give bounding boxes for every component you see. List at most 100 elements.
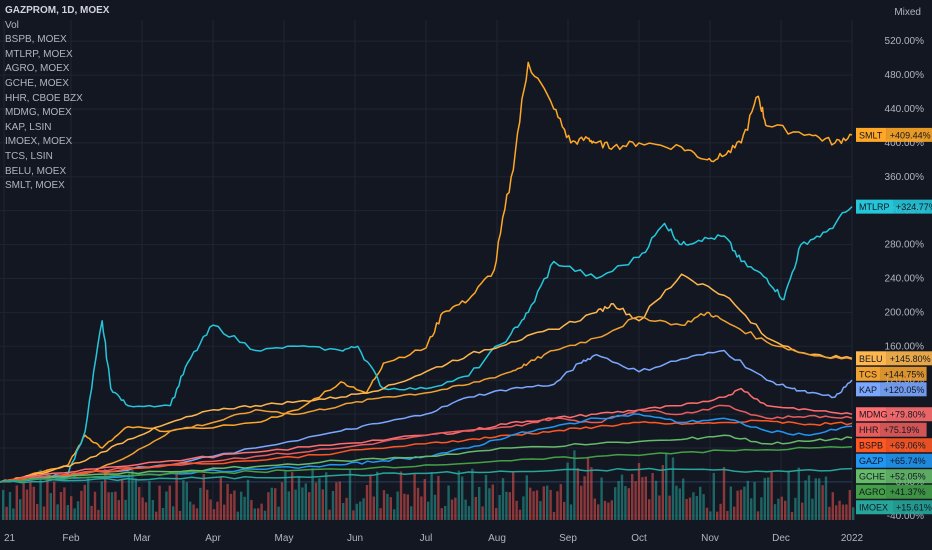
legend-item[interactable]: IMOEX, MOEX [5, 136, 73, 148]
legend-item[interactable]: MTLRP, MOEX [5, 48, 73, 60]
volume-bar [688, 497, 692, 520]
legend-item[interactable]: MDMG, MOEX [5, 107, 72, 119]
volume-bar [2, 489, 5, 520]
badge-value: +69.06% [890, 441, 926, 451]
volume-bar [365, 485, 369, 520]
badge-value-bg [886, 127, 932, 142]
volume-bar [158, 485, 161, 520]
x-tick-label: Aug [488, 533, 506, 544]
volume-bar [678, 488, 681, 520]
time-scale[interactable]: 21 Feb Mar Apr May Jun Jul Aug Sep Oct Nov Dec 2022 [4, 533, 864, 544]
legend-item[interactable]: BELU, MOEX [5, 165, 67, 177]
volume-bar [610, 500, 613, 520]
volume-bar [348, 468, 352, 520]
last-value-badge: MDMG +79.80% [856, 407, 932, 422]
volume-bar [580, 485, 583, 520]
scale-mode-label[interactable]: Mixed [894, 7, 921, 18]
volume-bar [301, 487, 304, 520]
volume-bar [780, 496, 783, 520]
volume-bar [131, 470, 134, 520]
legend-item[interactable]: AGRO, MOEX [5, 63, 70, 75]
volume-bar [641, 477, 644, 520]
badge-name-bg [856, 407, 887, 422]
volume-bar [692, 492, 695, 520]
legend-item[interactable]: SMLT, MOEX [5, 180, 65, 192]
series-line-tcs[interactable] [0, 311, 853, 483]
volume-bar [671, 457, 675, 520]
legend-item[interactable]: HHR, CBOE BZX [5, 92, 83, 104]
legend-item[interactable]: TCS, LSIN [5, 150, 53, 162]
volume-bar [97, 509, 100, 520]
legend-item[interactable]: KAP, LSIN [5, 121, 52, 133]
y-tick-label: 200.00% [885, 307, 925, 318]
volume-bar [25, 489, 29, 520]
volume-bar [182, 480, 185, 520]
badge-value: +79.80% [890, 410, 926, 420]
volume-bar [709, 511, 712, 520]
volume-bar [440, 508, 443, 520]
volume-bar [505, 491, 508, 520]
y-tick-label: 360.00% [885, 172, 925, 183]
last-value-badge: KAP +120.05% [856, 382, 927, 397]
badge-value-bg [893, 199, 932, 214]
volume-bar [603, 500, 607, 520]
volume-bar [134, 478, 137, 520]
volume-bar [216, 501, 219, 520]
series-line-imoex[interactable] [0, 467, 853, 484]
volume-bar [59, 491, 63, 520]
series-line-belu[interactable] [0, 273, 853, 483]
badge-series-name: IMOEX [859, 503, 888, 513]
volume-bar [355, 503, 358, 520]
volume-bar [280, 482, 284, 520]
volume-bar [559, 484, 562, 520]
volume-bar [260, 503, 263, 520]
badge-value: +52.05% [890, 472, 926, 482]
volume-bar [172, 506, 175, 520]
volume-bar [512, 472, 515, 520]
volume-bar [845, 504, 848, 520]
x-tick-label: 2022 [841, 533, 864, 544]
volume-bar [379, 508, 382, 520]
volume-bar [243, 496, 246, 520]
volume-bar [668, 495, 671, 520]
legend: GAZPROM, 1D, MOEX Vol BSPB, MOEX MTLRP, … [5, 4, 109, 194]
series-line-gazp[interactable] [0, 413, 853, 483]
y-tick-label: 280.00% [885, 240, 925, 251]
volume-bar [267, 492, 270, 520]
x-tick-label: 21 [4, 533, 16, 544]
badge-name-bg [856, 127, 887, 142]
legend-item[interactable]: Vol [5, 19, 19, 31]
volume-bar [495, 508, 498, 520]
legend-title[interactable]: GAZPROM, 1D, MOEX [5, 5, 110, 16]
volume-bar [756, 511, 760, 520]
volume-bar [437, 475, 440, 520]
series-line-kap[interactable] [0, 349, 853, 483]
volume-bar [46, 468, 49, 520]
volume-bar [104, 469, 107, 520]
volume-bar [345, 497, 348, 520]
volume-bar [433, 494, 437, 520]
volume-bar [733, 506, 736, 520]
volume-bar [665, 452, 668, 520]
series-line-agro[interactable] [0, 445, 853, 483]
volume-bar [423, 479, 426, 520]
volume-bar [454, 497, 457, 520]
volume-bar [90, 505, 93, 520]
volume-bar [478, 486, 481, 520]
volume-bar [127, 473, 131, 520]
series-line-gche[interactable] [0, 434, 853, 483]
badge-series-name: SMLT [859, 130, 883, 140]
volume-bar [236, 511, 239, 520]
legend-item[interactable]: BSPB, MOEX [5, 34, 67, 46]
volume-bar [393, 509, 396, 520]
series-line-bspb[interactable] [0, 419, 853, 483]
badge-value: +324.77% [896, 202, 932, 212]
volume-bar [121, 478, 124, 520]
volume-bar [726, 510, 729, 520]
series-line-mtlrp[interactable] [0, 206, 853, 483]
legend-item[interactable]: GCHE, MOEX [5, 77, 69, 89]
series-line-hhr[interactable] [0, 404, 853, 483]
volume-bar [804, 480, 807, 520]
